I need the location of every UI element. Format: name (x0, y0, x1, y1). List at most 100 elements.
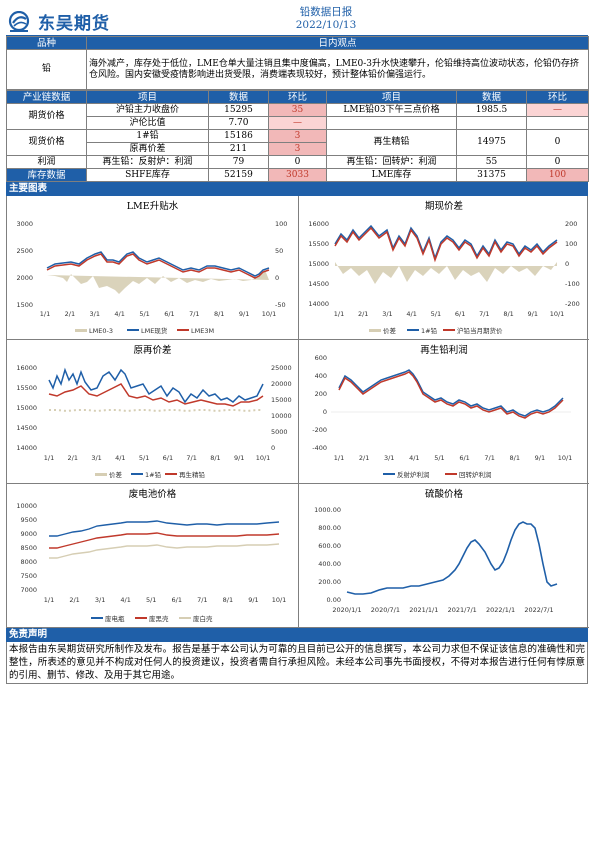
tick-label: 5000 (271, 428, 288, 436)
tick-label: 0 (565, 260, 569, 268)
scrap-battery-plot: 10000 9500 9000 8500 8000 7500 7000 1/1 2… (16, 502, 287, 623)
change-cell: 0 (268, 155, 327, 169)
series-line-lead1 (334, 224, 558, 261)
change-cell: — (268, 116, 327, 130)
x-tick-label: 1/1 (334, 454, 344, 462)
x-tick-label: 6/1 (164, 310, 174, 318)
lme-spread-plot: 3000 2500 2000 1500 100 50 0 -50 1/1 2/1 3… (16, 220, 287, 335)
tick-label: 9000 (20, 530, 37, 538)
series-line-recycled (48, 383, 264, 407)
industry-data-table: 产业链数据 项目 数据 环比 项目 数据 环比 期货价格 沪铅主力收盘价 152… (6, 90, 589, 182)
x-ticks: 1/1 2/1 3/1 4/1 5/1 6/1 7/1 8/1 9/1 10/1 (44, 596, 287, 604)
table-header: 环比 (268, 90, 327, 104)
value-cell: 15186 (208, 129, 269, 143)
value-cell: 211 (208, 142, 269, 156)
change-cell (526, 116, 589, 130)
x-tick-label: 10/1 (262, 310, 277, 318)
legend-swatch (91, 617, 103, 619)
tick-label: -100 (565, 280, 580, 288)
x-tick-label: 2/1 (68, 454, 78, 462)
tick-label: 1000.00 (314, 506, 341, 514)
tick-label: 800.00 (318, 524, 341, 532)
x-tick-label: 9/1 (234, 454, 244, 462)
series-line-sulfuric (346, 521, 558, 595)
y-left-ticks: 16000 15500 15000 14500 14000 (308, 220, 329, 308)
legend-swatch (445, 473, 457, 475)
item-cell: LME铅03下午三点价格 (326, 103, 457, 117)
company-logo: 东吴期货 (8, 9, 110, 34)
x-tick-label: 6/1 (172, 596, 182, 604)
series-line-lead1 (48, 367, 264, 404)
x-tick-label: 7/1 (189, 310, 199, 318)
orig-recycled-plot: 16000 15500 15000 14500 14000 25000 2000… (16, 364, 292, 479)
x-tick-label: 8/1 (503, 310, 513, 318)
legend: LME0-3 LME现货 LME3M (75, 326, 214, 335)
item-cell (326, 116, 457, 130)
legend-label: 废电瓶 (105, 614, 125, 623)
tick-label: -200 (312, 426, 327, 434)
legend-label: 价差 (383, 326, 397, 335)
tick-label: 16000 (16, 364, 37, 372)
legend-label: 废白壳 (193, 614, 213, 623)
tick-label: 9500 (20, 516, 37, 524)
x-tick-label: 1/1 (334, 310, 344, 318)
table-row: 现货价格 1#铅 15186 3 再生精铅 14975 0 (6, 129, 589, 156)
tick-label: 100 (565, 240, 577, 248)
tick-label: 600 (315, 354, 327, 362)
tick-label: 25000 (271, 364, 292, 372)
series-line-scrap-battery (49, 520, 280, 537)
chart-title: LME升贴水 (126, 201, 179, 212)
tick-label: 10000 (16, 502, 37, 510)
x-ticks: 1/1 2/1 3/1 4/1 5/1 6/1 7/1 8/1 9/1 10/1 (334, 454, 573, 462)
tick-label: 200 (565, 220, 577, 228)
tick-label: 7000 (20, 586, 37, 594)
legend-label: 再生精铅 (179, 470, 206, 479)
legend-label: 回转炉利润 (459, 470, 492, 479)
legend-swatch (127, 329, 139, 331)
y-left-ticks: 16000 15500 15000 14500 14000 (16, 364, 37, 452)
x-tick-label: 2022/1/1 (486, 606, 515, 614)
x-tick-label: 9/1 (528, 310, 538, 318)
series-line-rotary (338, 371, 564, 419)
tick-label: 1500 (16, 301, 33, 309)
series-line-black-shell (49, 532, 280, 549)
x-tick-label: 4/1 (115, 454, 125, 462)
sulfuric-acid-plot: 1000.00 800.00 600.00 400.00 200.00 0.00… (314, 506, 558, 614)
chart-title: 再生铅利润 (420, 345, 468, 356)
x-tick-label: 8/1 (510, 454, 520, 462)
series-line-white-shell (49, 543, 280, 559)
tick-label: 3000 (16, 220, 33, 228)
chart-title: 期现价差 (424, 201, 463, 212)
change-cell: — (526, 103, 589, 117)
change-cell: 35 (268, 103, 327, 117)
legend-swatch (383, 473, 395, 475)
x-tick-label: 9/1 (248, 596, 258, 604)
x-tick-label: 4/1 (409, 454, 419, 462)
x-tick-label: 6/1 (163, 454, 173, 462)
x-tick-label: 7/1 (484, 454, 494, 462)
item-cell: 再生铅：反射炉：利润 (86, 155, 209, 169)
y-right-ticks: 100 50 0 -50 (275, 220, 287, 309)
report-page: 东吴期货 铅数据日报 2022/10/13 品种 日内观点 铅 海外减产，库存处… (6, 5, 589, 684)
legend-label: 价差 (109, 470, 123, 479)
tick-label: -200 (565, 300, 580, 308)
legend: 价差 1#铅 再生精铅 (95, 470, 206, 479)
value-cell: 1985.5 (456, 103, 527, 117)
x-tick-label: 10/1 (256, 454, 271, 462)
tick-label: 0 (271, 444, 275, 452)
tick-label: 15500 (308, 240, 329, 248)
table-header: 环比 (526, 90, 589, 104)
x-tick-label: 1/1 (44, 596, 54, 604)
value-cell: 14975 (456, 129, 527, 156)
x-tick-label: 10/1 (550, 310, 565, 318)
report-title-box: 铅数据日报 2022/10/13 (261, 6, 391, 32)
chart-scrap-battery: 废电池价格 10000 9500 9000 8500 8000 7500 700… (7, 484, 298, 628)
tick-label: 14500 (16, 424, 37, 432)
item-cell: 原再价差 (86, 142, 209, 156)
x-ticks: 1/1 2/1 3/1 4/1 5/1 6/1 7/1 8/1 9/1 10/1 (40, 310, 277, 318)
x-tick-label: 6/1 (455, 310, 465, 318)
series-line-futures (334, 226, 558, 263)
value-cell: 52159 (208, 168, 269, 182)
change-cell: 100 (526, 168, 589, 182)
legend-swatch (177, 329, 189, 331)
